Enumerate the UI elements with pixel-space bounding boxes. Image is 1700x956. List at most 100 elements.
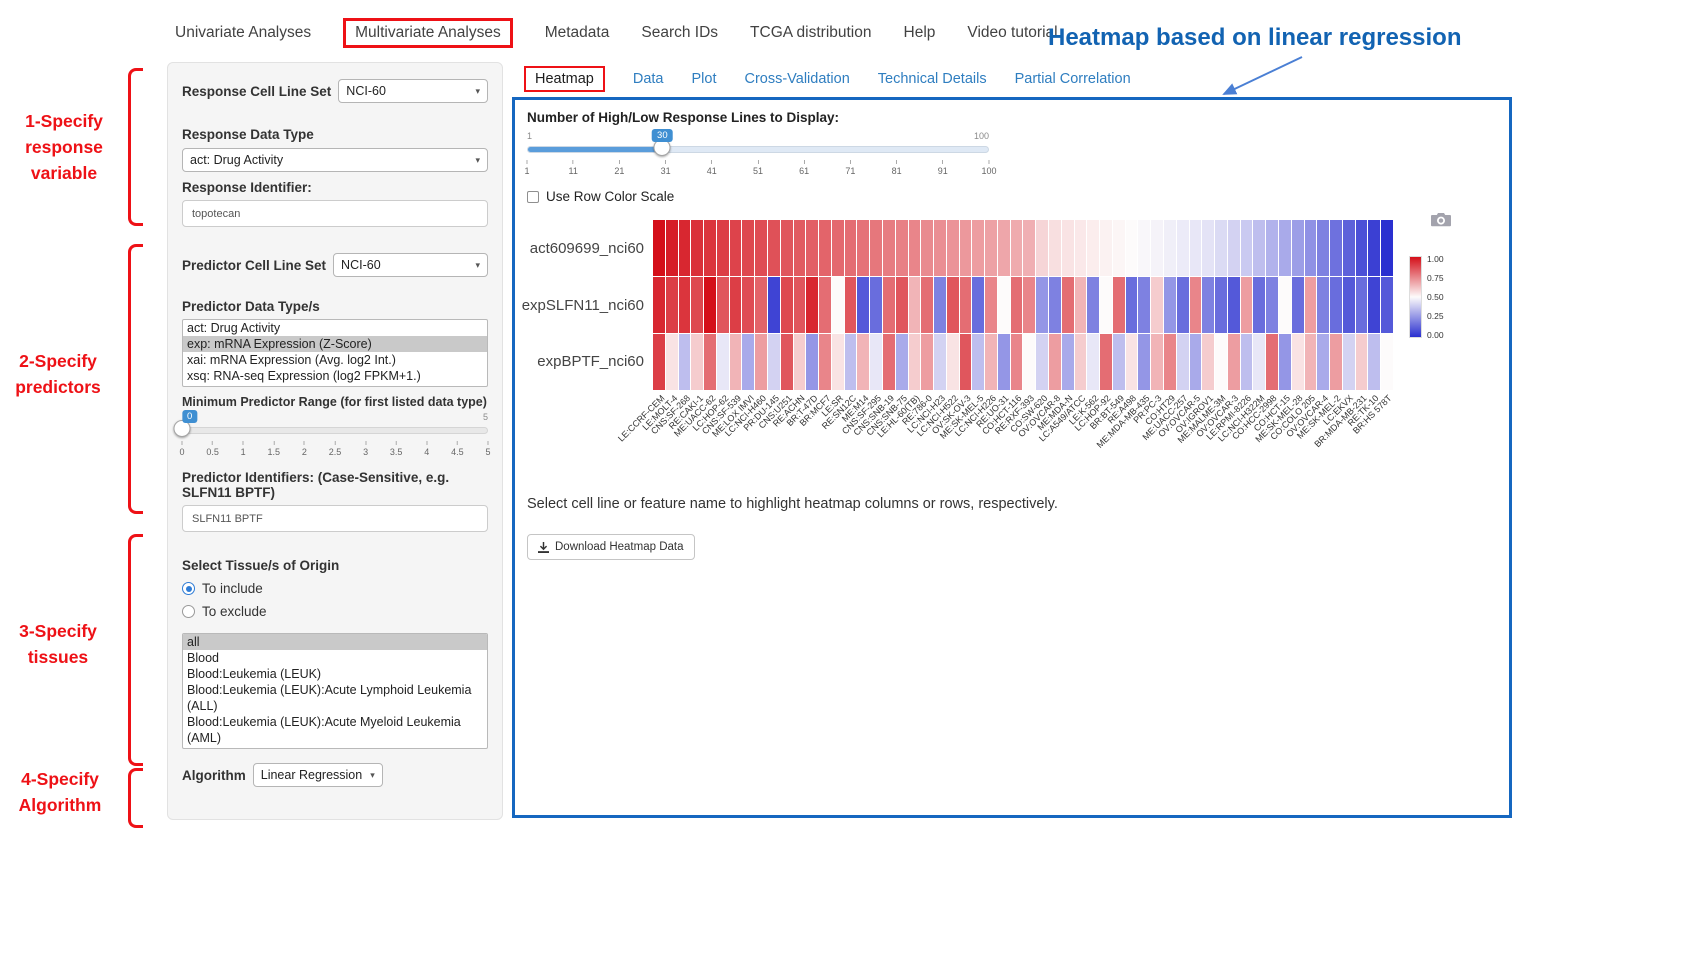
heatmap-cell[interactable] [1291, 334, 1304, 390]
heatmap-cell[interactable] [1317, 220, 1330, 276]
slider-track[interactable] [527, 146, 989, 153]
heatmap-cell[interactable] [742, 220, 755, 276]
heatmap-row-label-expbptf-nci60[interactable]: expBPTF_nci60 [537, 353, 644, 371]
response-identifier-input[interactable] [182, 200, 488, 227]
heatmap-cell[interactable] [1189, 220, 1202, 276]
heatmap-cell[interactable] [1227, 220, 1240, 276]
heatmap-cell[interactable] [1112, 334, 1125, 390]
heatmap-cell[interactable] [1253, 220, 1266, 276]
heatmap-cell[interactable] [831, 334, 844, 390]
download-heatmap-data-button[interactable]: Download Heatmap Data [527, 534, 695, 560]
heatmap-cell[interactable] [1138, 220, 1151, 276]
heatmap-cell[interactable] [997, 277, 1010, 333]
tissue-exclude-option[interactable]: To exclude [182, 604, 488, 619]
heatmap-cell[interactable] [1087, 220, 1100, 276]
heatmap-cell[interactable] [1355, 220, 1368, 276]
heatmap-cell[interactable] [908, 334, 921, 390]
heatmap-cell[interactable] [1112, 277, 1125, 333]
heatmap-cell[interactable] [1036, 277, 1049, 333]
predictor-data-type-list[interactable]: act: Drug Activity exp: mRNA Expression (… [182, 319, 488, 387]
heatmap-cell[interactable] [819, 220, 831, 276]
list-option-blood[interactable]: Blood [187, 651, 219, 665]
heatmap-cell[interactable] [678, 277, 691, 333]
heatmap-cell[interactable] [742, 277, 755, 333]
heatmap-cell[interactable] [819, 334, 831, 390]
heatmap-cell[interactable] [1010, 277, 1023, 333]
heatmap-cell[interactable] [653, 220, 665, 276]
heatmap-cell[interactable] [1100, 220, 1112, 276]
heatmap-cell[interactable] [870, 220, 882, 276]
heatmap-cell[interactable] [755, 334, 767, 390]
heatmap-cell[interactable] [1023, 334, 1036, 390]
heatmap-cell[interactable] [1189, 334, 1202, 390]
row-color-scale-option[interactable]: Use Row Color Scale [527, 189, 1497, 204]
heatmap-cell[interactable] [742, 334, 755, 390]
min-predictor-range-slider[interactable]: 5 0 0 0.5 1 1.5 2 2.5 3 3.5 4 4.5 5 [173, 410, 491, 462]
heatmap-cell[interactable] [780, 277, 793, 333]
heatmap-cell[interactable] [793, 334, 806, 390]
heatmap-cell[interactable] [1368, 334, 1381, 390]
heatmap-cell[interactable] [946, 277, 959, 333]
heatmap-cell[interactable] [1342, 334, 1355, 390]
list-option-blood-leukemia-leuk-acute-myeloid-leukemia-aml[interactable]: Blood:Leukemia (LEUK):Acute Myeloid Leuk… [187, 715, 461, 745]
heatmap-cell[interactable] [870, 277, 882, 333]
heatmap-cell[interactable] [1266, 277, 1279, 333]
lines-slider[interactable]: 1 100 30 1 11 21 31 41 51 61 71 81 91 100 [524, 129, 997, 181]
heatmap-cell[interactable] [780, 220, 793, 276]
heatmap-cell[interactable] [934, 334, 946, 390]
heatmap-cell[interactable] [1368, 220, 1381, 276]
tab-technical-details[interactable]: Technical Details [877, 71, 987, 87]
heatmap-cell[interactable] [1253, 277, 1266, 333]
heatmap-cell[interactable] [1215, 334, 1227, 390]
heatmap-cell[interactable] [1125, 277, 1138, 333]
heatmap-cell[interactable] [806, 334, 819, 390]
heatmap-cell[interactable] [1164, 277, 1176, 333]
heatmap-cell[interactable] [972, 277, 985, 333]
heatmap-cell[interactable] [831, 220, 844, 276]
heatmap-cell[interactable] [755, 220, 767, 276]
camera-icon[interactable] [1431, 212, 1451, 232]
heatmap-cell[interactable] [1227, 277, 1240, 333]
heatmap-cell[interactable] [1342, 277, 1355, 333]
heatmap-cell[interactable] [704, 277, 716, 333]
heatmap-cell[interactable] [959, 277, 972, 333]
list-option-all[interactable]: all [183, 634, 487, 650]
heatmap-cell[interactable] [691, 277, 704, 333]
heatmap-cell[interactable] [1240, 277, 1253, 333]
heatmap-cell[interactable] [882, 334, 895, 390]
heatmap-cell[interactable] [653, 334, 665, 390]
heatmap-cell[interactable] [1279, 220, 1291, 276]
heatmap-cell[interactable] [882, 277, 895, 333]
heatmap-cell[interactable] [959, 220, 972, 276]
heatmap-cell[interactable] [780, 334, 793, 390]
heatmap-cell[interactable] [959, 334, 972, 390]
heatmap-cell[interactable] [857, 220, 870, 276]
heatmap-cell[interactable] [921, 277, 934, 333]
heatmap-cell[interactable] [1176, 334, 1189, 390]
heatmap-cell[interactable] [665, 220, 678, 276]
heatmap-cell[interactable] [1049, 334, 1061, 390]
heatmap-cell[interactable] [767, 334, 780, 390]
heatmap-cell[interactable] [1010, 334, 1023, 390]
nav-item-search-ids[interactable]: Search IDs [641, 24, 719, 41]
heatmap-cell[interactable] [985, 277, 997, 333]
tissue-include-option[interactable]: To include [182, 581, 488, 596]
heatmap-cell[interactable] [1176, 277, 1189, 333]
heatmap-cell[interactable] [857, 277, 870, 333]
heatmap-cell[interactable] [1049, 220, 1061, 276]
heatmap-cell[interactable] [1100, 334, 1112, 390]
heatmap-cell[interactable] [1240, 334, 1253, 390]
heatmap-cell[interactable] [678, 220, 691, 276]
heatmap-cell[interactable] [1023, 220, 1036, 276]
heatmap-cell[interactable] [1381, 334, 1393, 390]
nav-item-video-tutorial[interactable]: Video tutorial [967, 24, 1058, 41]
heatmap-cell[interactable] [1138, 334, 1151, 390]
heatmap-cell[interactable] [1279, 334, 1291, 390]
heatmap-cell[interactable] [1330, 220, 1342, 276]
heatmap-cell[interactable] [1164, 220, 1176, 276]
heatmap-cell[interactable] [997, 220, 1010, 276]
tab-cross-validation[interactable]: Cross-Validation [744, 71, 850, 87]
tab-partial-correlation[interactable]: Partial Correlation [1014, 71, 1131, 87]
nav-item-tcga-distribution[interactable]: TCGA distribution [750, 24, 872, 41]
heatmap-cell[interactable] [819, 277, 831, 333]
